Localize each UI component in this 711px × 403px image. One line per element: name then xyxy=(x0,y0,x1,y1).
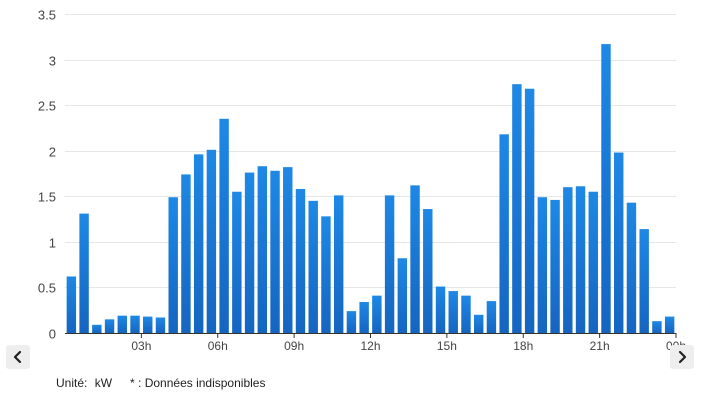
bar[interactable] xyxy=(117,315,127,333)
bar[interactable] xyxy=(397,258,408,333)
bar[interactable] xyxy=(308,200,318,333)
bar[interactable] xyxy=(244,172,255,333)
bar[interactable] xyxy=(512,84,522,334)
y-tick-label: 0.5 xyxy=(38,281,56,296)
bar[interactable] xyxy=(486,301,497,333)
y-tick-label: 2.5 xyxy=(38,99,56,114)
consumption-bar-chart: 0 0.5 1 1.5 2 2.5 3 3.5 03h 06h 09h 12h 15h 18h 21h 0 0… xyxy=(38,8,686,354)
bar[interactable] xyxy=(601,44,611,333)
bar[interactable] xyxy=(270,170,280,333)
bar[interactable] xyxy=(423,209,433,333)
bar[interactable] xyxy=(143,316,153,333)
bar[interactable] xyxy=(321,216,331,333)
bar[interactable] xyxy=(333,195,344,333)
bar[interactable] xyxy=(193,154,204,333)
x-tick-label: 21h xyxy=(590,339,610,353)
x-axis xyxy=(65,333,677,338)
x-tick-label: 18h xyxy=(513,339,533,353)
bar[interactable] xyxy=(359,302,369,333)
x-axis-tick-labels: 03h06h09h12h15h18h21h00h xyxy=(131,339,686,353)
x-tick-label: 12h xyxy=(360,339,380,353)
unit-label: Unité: xyxy=(56,376,88,390)
bar[interactable] xyxy=(346,311,357,333)
x-tick-label: 15h xyxy=(437,339,457,353)
bar[interactable] xyxy=(257,166,268,333)
bar[interactable] xyxy=(461,295,471,333)
bar[interactable] xyxy=(639,229,649,333)
bar[interactable] xyxy=(435,286,446,333)
x-tick-label: 09h xyxy=(284,339,304,353)
bar[interactable] xyxy=(372,295,382,333)
bar[interactable] xyxy=(563,187,573,333)
unavailable-data-note: * : Données indisponibles xyxy=(130,376,266,390)
bar[interactable] xyxy=(130,315,140,333)
bar[interactable] xyxy=(550,199,560,333)
bar[interactable] xyxy=(155,317,166,333)
y-tick-label: 2 xyxy=(49,145,56,160)
bar[interactable] xyxy=(295,188,306,333)
bar[interactable] xyxy=(575,186,586,333)
y-tick-label: 3.5 xyxy=(38,8,56,23)
next-day-button[interactable] xyxy=(670,345,694,369)
y-tick-label: 0 xyxy=(49,327,56,342)
bar[interactable] xyxy=(499,134,509,333)
bar[interactable] xyxy=(219,118,229,333)
bar[interactable] xyxy=(448,291,458,333)
unit-value: kW xyxy=(94,376,113,390)
x-tick-label: 06h xyxy=(208,339,228,353)
bar[interactable] xyxy=(626,202,637,333)
y-tick-label: 3 xyxy=(49,54,56,69)
bar[interactable] xyxy=(410,185,420,333)
bar[interactable] xyxy=(614,152,624,333)
bar[interactable] xyxy=(79,213,89,333)
y-tick-label: 1 xyxy=(49,236,56,251)
bar[interactable] xyxy=(588,191,598,333)
bar[interactable] xyxy=(384,195,395,333)
bar[interactable] xyxy=(168,197,178,333)
previous-day-button[interactable] xyxy=(6,345,30,369)
unit-legend: Unité: kW xyxy=(56,376,112,390)
chevron-right-icon xyxy=(676,350,688,364)
bar[interactable] xyxy=(181,174,191,333)
bar[interactable] xyxy=(664,316,675,333)
bars xyxy=(66,44,675,334)
bar[interactable] xyxy=(66,276,77,333)
bar[interactable] xyxy=(652,321,662,333)
gridlines xyxy=(65,14,676,288)
bar[interactable] xyxy=(232,191,242,333)
y-axis-tick-labels: 0 0.5 1 1.5 2 2.5 3 3.5 xyxy=(38,8,56,342)
bar[interactable] xyxy=(92,324,102,333)
y-tick-label: 1.5 xyxy=(38,190,56,205)
bar[interactable] xyxy=(524,88,535,334)
bar[interactable] xyxy=(283,167,293,333)
bar[interactable] xyxy=(206,149,217,333)
x-tick-label: 03h xyxy=(131,339,151,353)
chevron-left-icon xyxy=(12,350,24,364)
bar[interactable] xyxy=(537,197,548,333)
bar[interactable] xyxy=(104,319,115,333)
bar[interactable] xyxy=(473,314,484,333)
chart-footer: Unité: kW * : Données indisponibles xyxy=(56,376,265,390)
